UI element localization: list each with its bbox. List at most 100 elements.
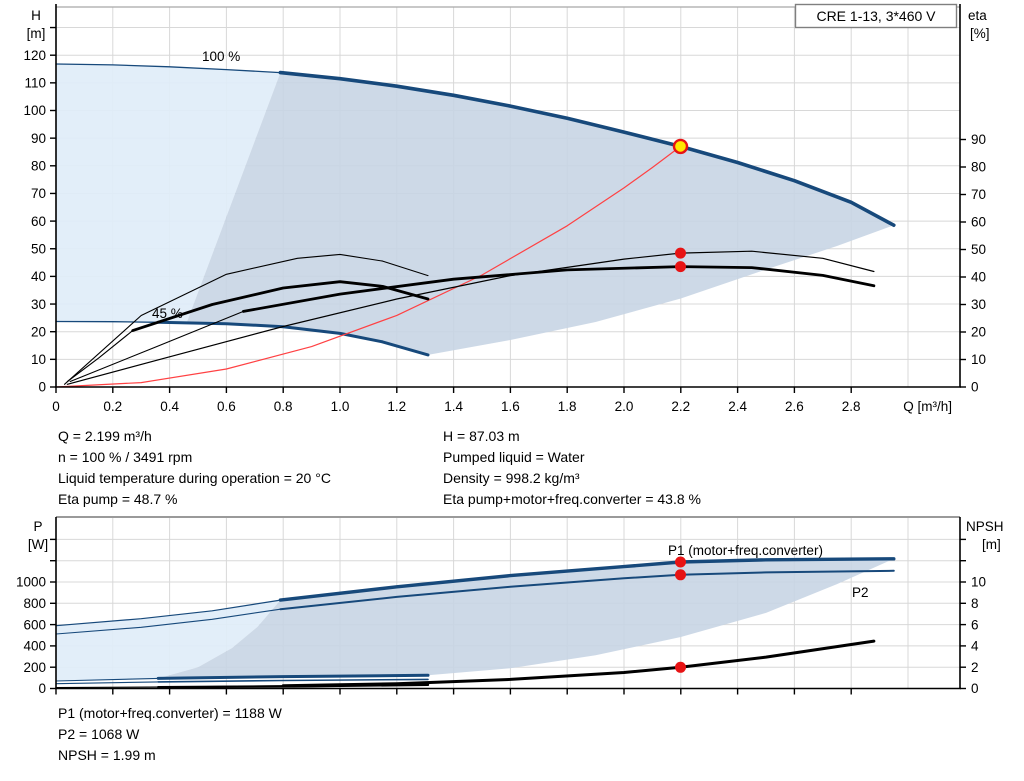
tick-label: 60 [971,215,986,230]
tick-label: 10 [971,352,986,367]
result-eta-pump: Eta pump = 48.7 % [58,491,177,507]
tick-label: 20 [971,325,986,340]
tick-label: 0 [971,380,979,395]
p2-curve-thin [55,608,281,635]
tick-label: 0.4 [160,399,179,414]
tick-label: 2.0 [615,399,634,414]
tick-label: 10 [971,575,986,590]
tick-label: 4 [971,639,979,654]
tick-label: 50 [971,242,986,257]
axes [55,4,961,388]
p-axis-unit: [W] [28,537,48,552]
eta-total-100pct-curve [241,265,876,313]
hq-chart: 0 0.2 0.4 0.6 0.8 1.0 1.2 1.4 1.6 1.8 2.0 2.2 2.4 2.6… [23,4,986,414]
power-envelope-light [56,600,281,681]
tick-label: 1.2 [387,399,406,414]
p1-curve-45pct [156,673,430,680]
tick-label: 2 [971,660,979,675]
tick-label: 110 [24,76,46,91]
tick-marks [50,538,966,695]
duty-point[interactable] [672,138,689,155]
result-p1: P1 (motor+freq.converter) = 1188 W [58,705,283,721]
tick-label: 70 [971,187,986,202]
p1-curve-45pct-thin [55,677,159,682]
eta-total-45pct-lead [66,330,134,383]
tick-label: 0.2 [103,399,122,414]
npsh-axis-unit: [m] [982,537,1001,552]
tick-label: 10 [31,352,46,367]
pump-curve-45pct-thin [55,320,159,323]
eta-pump-point [675,247,686,259]
p1-point [675,556,686,568]
p1-curve-label: P1 (motor+freq.converter) [668,543,823,558]
eta-axis-title: eta [968,8,987,23]
result-liquid-temp: Liquid temperature during operation = 20… [58,470,331,486]
tick-label: 8 [971,596,979,611]
tick-label: 600 [23,617,46,632]
h-axis-unit: [m] [27,26,46,41]
tick-label: 2.6 [785,399,804,414]
tick-labels: 0 200 400 600 800 1000 0 2 4 6 8 10 [16,575,986,697]
result-npsh: NPSH = 1.99 m [58,747,156,763]
tick-label: 1.0 [331,399,350,414]
operating-envelope-dark [186,72,894,355]
power-envelope-dark [158,558,894,679]
p-axis-title: P [33,519,42,534]
p2-curve-45pct [157,678,429,683]
tick-label: 1000 [16,575,46,590]
pump-curve-100pct [278,70,896,227]
eta-pump-100pct-curve [66,250,875,385]
system-curve [55,145,682,388]
eta-total-100pct-lead [69,310,244,383]
result-q: Q = 2.199 m³/h [58,428,152,444]
p2-point [675,569,686,581]
result-h: H = 87.03 m [443,428,520,444]
tick-label: 0 [971,681,979,696]
eta-axis-unit: [%] [970,26,990,41]
tick-label: 50 [31,241,46,256]
pump-model-box [794,3,958,29]
result-density: Density = 998.2 kg/m³ [443,470,580,486]
tick-label: 80 [971,160,986,175]
tick-label: 6 [971,617,979,632]
result-pumped-liquid: Pumped liquid = Water [443,449,585,465]
result-eta-total: Eta pump+motor+freq.converter = 43.8 % [443,491,701,507]
p2-curve [279,569,895,611]
p2-curve-label: P2 [852,585,869,600]
npsh-axis-title: NPSH [966,519,1004,534]
tick-label: 800 [23,596,46,611]
p2-curve-45pct-thin [55,681,159,685]
npsh-curve [281,639,876,688]
tick-marks [50,26,966,393]
npsh-point [675,661,686,673]
tick-label: 2.4 [728,399,747,414]
tick-label: 0 [38,681,46,696]
speed-45-label: 45 % [152,306,183,321]
p1-curve [278,557,896,602]
tick-label: 120 [23,48,46,63]
tick-label: 70 [31,186,46,201]
h-axis-title: H [31,8,41,23]
power-npsh-chart: 0 200 400 600 800 1000 0 2 4 6 8 10 [16,516,986,697]
tick-label: 90 [971,132,986,147]
tick-label: 1.8 [558,399,577,414]
tick-label: 1.6 [501,399,520,414]
tick-label: 60 [31,214,46,229]
tick-label: 100 [23,103,46,118]
tick-label: 30 [971,297,986,312]
q-axis-title: Q [m³/h] [903,399,952,414]
eta-total-point [675,261,686,273]
tick-label: 80 [31,159,46,174]
tick-label: 0 [38,380,46,395]
tick-label: 200 [23,660,46,675]
pump-curve-100pct-thin [55,63,282,74]
tick-label: 2.8 [842,399,861,414]
eta-pump-45pct-curve [63,253,429,385]
tick-label: 20 [31,324,46,339]
tick-label: 400 [23,639,46,654]
tick-label: 0.8 [274,399,293,414]
operating-envelope-light [56,64,281,323]
p1-curve-thin [55,599,281,627]
